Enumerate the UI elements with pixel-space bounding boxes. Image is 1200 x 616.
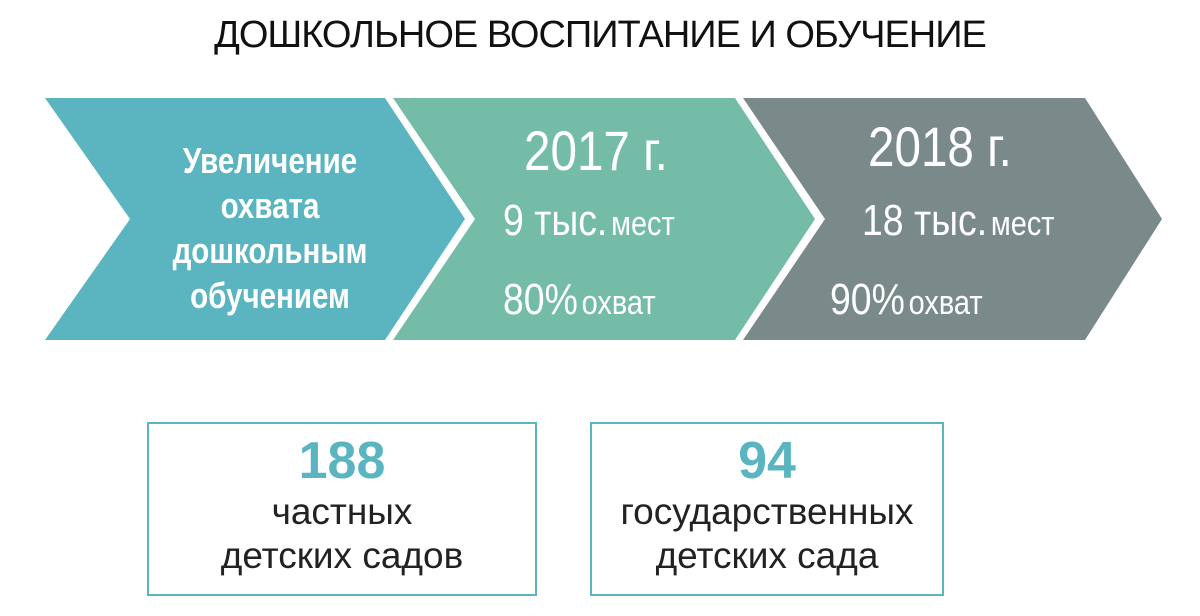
chevron-step-1 — [45, 98, 465, 340]
step-1-line: обучением — [190, 275, 350, 316]
step-1-text: Увеличение охвата дошкольным обучением — [172, 138, 369, 318]
step-2-places: 9 тыс. мест — [503, 196, 675, 246]
coverage-number: 80% — [503, 275, 578, 324]
coverage-unit: охват — [581, 284, 656, 322]
step-2-year: 2017 г. — [524, 119, 668, 182]
step-3-coverage: 90% охват — [830, 275, 983, 325]
chevron-step-3 — [743, 98, 1162, 340]
places-number: 18 тыс. — [862, 196, 988, 245]
chevron-step-2 — [393, 98, 815, 340]
places-unit: мест — [990, 205, 1055, 243]
private-kindergartens-box: 188 частных детских садов — [147, 422, 537, 596]
step-3-places: 18 тыс. мест — [862, 196, 1055, 246]
state-kindergartens-box: 94 государственных детских сада — [590, 422, 944, 596]
coverage-unit: охват — [908, 284, 983, 322]
box-label: государственных — [620, 491, 914, 532]
box-label: частных — [271, 491, 413, 532]
box-number: 188 — [298, 432, 386, 490]
box-label: детских сада — [655, 535, 879, 576]
places-unit: мест — [611, 205, 675, 243]
page-title: ДОШКОЛЬНОЕ ВОСПИТАНИЕ И ОБУЧЕНИЕ — [214, 14, 987, 56]
step-1-line: дошкольным — [172, 230, 368, 271]
box-number: 94 — [738, 432, 796, 490]
places-number: 9 тыс. — [503, 196, 608, 245]
box-label: детских садов — [220, 535, 464, 576]
step-1-line: охвата — [220, 185, 320, 226]
step-3-year: 2018 г. — [868, 115, 1012, 178]
step-1-line: Увеличение — [182, 140, 358, 181]
step-2-coverage: 80% охват — [503, 275, 656, 325]
coverage-number: 90% — [830, 275, 905, 324]
